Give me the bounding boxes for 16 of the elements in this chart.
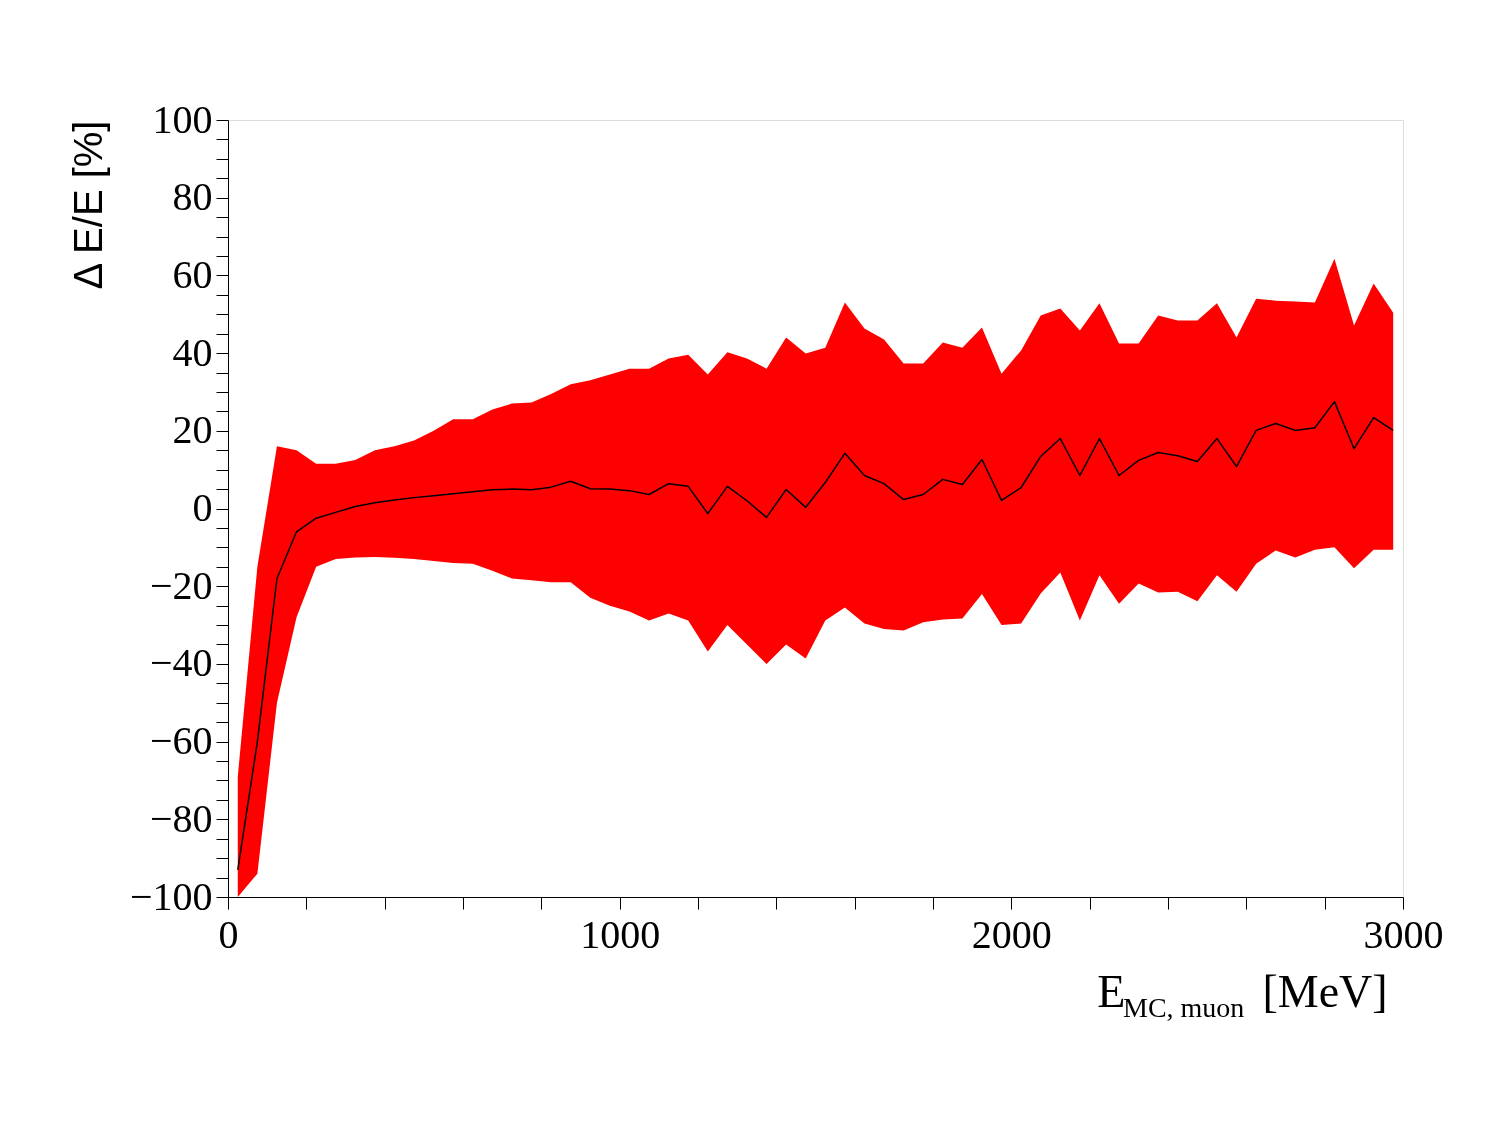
line-series — [237, 400, 1394, 871]
x-tick-label: 1000 — [580, 911, 661, 957]
x-tick-label: 2000 — [971, 911, 1052, 957]
y-tick-label: 60 — [172, 251, 213, 297]
y-tick-label: 100 — [152, 96, 213, 142]
y-tick-label: −100 — [129, 873, 213, 919]
y-axis-title: Δ E/E [%] — [65, 120, 110, 290]
y-tick-label: 20 — [172, 407, 213, 453]
x-tick-label: 3000 — [1363, 911, 1444, 957]
y-tick-label: 40 — [172, 329, 213, 375]
y-tick-label: −60 — [149, 718, 213, 764]
y-tick-label: 80 — [172, 174, 213, 220]
y-tick-label: −40 — [149, 640, 213, 686]
y-tick-label: −80 — [149, 795, 213, 841]
y-tick-label: −20 — [149, 562, 213, 608]
y-tick-label: 0 — [192, 485, 213, 530]
